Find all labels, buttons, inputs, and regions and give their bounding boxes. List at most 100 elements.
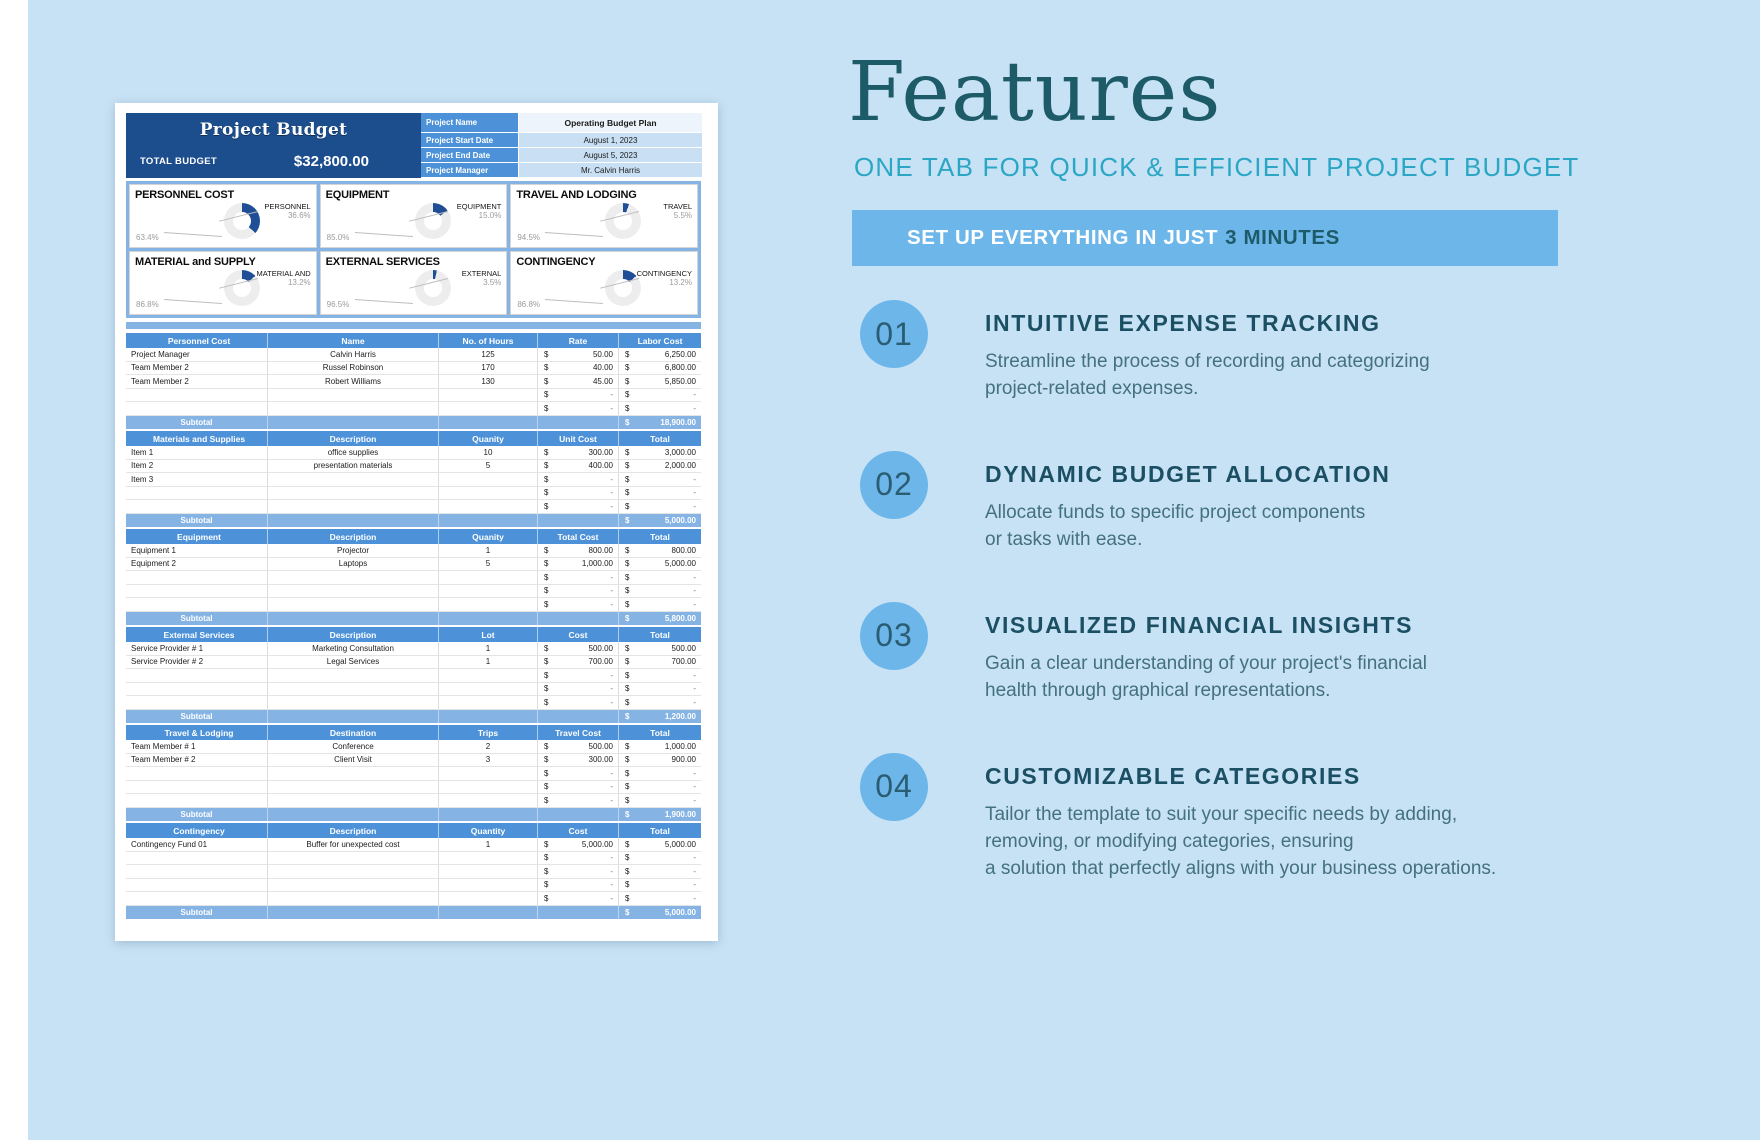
subtotal-amount-cell: $5,000.00 xyxy=(619,514,701,528)
table-cell xyxy=(126,767,268,780)
cell-amount: - xyxy=(610,866,613,876)
cell-amount: - xyxy=(610,599,613,609)
feature-text: DYNAMIC BUDGET ALLOCATION Allocate funds … xyxy=(985,451,1390,554)
currency-sign: $ xyxy=(544,853,549,863)
table-cell xyxy=(268,878,439,891)
table-cell: $50.00 xyxy=(538,348,619,361)
chart-series-label: PERSONNEL 36.6% xyxy=(264,202,310,221)
table-cell: $ - xyxy=(619,696,701,709)
series-name: TRAVEL xyxy=(663,202,692,211)
table-cell: $ - xyxy=(619,473,701,486)
cell-amount: - xyxy=(693,599,696,609)
subtotal-cell xyxy=(439,415,538,429)
table-row: $ - $ - xyxy=(126,584,701,598)
column-header: Description xyxy=(268,431,439,446)
subtotal-row: Subtotal $1,900.00 xyxy=(126,807,701,821)
features-list: 01 INTUITIVE EXPENSE TRACKING Streamline t… xyxy=(860,300,1728,883)
table-cell: $2,000.00 xyxy=(619,460,701,473)
table-row: Item 3 $ - $ - xyxy=(126,473,701,487)
table-cell: $ - xyxy=(538,865,619,878)
subtotal-cell xyxy=(268,709,439,723)
subtotal-label: Subtotal xyxy=(126,513,268,527)
table-cell: $ - xyxy=(538,571,619,584)
donut-chart xyxy=(414,270,451,306)
cell-amount: - xyxy=(610,403,613,413)
currency-sign: $ xyxy=(625,670,630,680)
currency-sign: $ xyxy=(544,586,549,596)
subtotal-label: Subtotal xyxy=(126,905,268,919)
series-percent: 15.0% xyxy=(478,211,502,220)
table-row: Item 2 presentation materials 5 $400.00 $2,0… xyxy=(126,459,701,473)
feature-item: 01 INTUITIVE EXPENSE TRACKING Streamline t… xyxy=(860,300,1728,403)
currency-sign: $ xyxy=(544,643,549,653)
cell-amount: - xyxy=(610,501,613,511)
remainder-percent: 86.8% xyxy=(517,300,541,309)
table-cell xyxy=(126,780,268,793)
feature-heading: VISUALIZED FINANCIAL INSIGHTS xyxy=(985,611,1414,638)
subtotal-cell xyxy=(538,905,619,919)
table-row: $ - $ - xyxy=(126,865,701,879)
table-cell: Item 3 xyxy=(126,473,268,486)
cell-amount: 400.00 xyxy=(588,461,613,471)
column-header: Quanity xyxy=(439,431,538,446)
table-cell: $ - xyxy=(619,500,701,513)
table-cell: $ - xyxy=(538,780,619,793)
table-cell xyxy=(439,892,538,905)
subtotal-amount: 5,800.00 xyxy=(664,613,696,623)
cell-amount: 500.00 xyxy=(588,643,613,653)
currency-sign: $ xyxy=(544,782,549,792)
currency-sign: $ xyxy=(625,447,630,457)
table-cell xyxy=(126,669,268,682)
currency-sign: $ xyxy=(544,559,549,569)
currency-sign: $ xyxy=(544,501,549,511)
leader-line xyxy=(545,232,604,238)
cell-amount: 6,800.00 xyxy=(664,363,696,373)
table-cell: 1 xyxy=(439,838,538,851)
section-materials-and-supplies: Materials and Supplies Description Quanity… xyxy=(126,431,701,527)
table-row: $ - $ - xyxy=(126,402,701,416)
currency-sign: $ xyxy=(625,657,630,667)
series-percent: 3.5% xyxy=(483,278,502,287)
currency-sign: $ xyxy=(625,488,630,498)
table-row: Item 1 office supplies 10 $300.00 $3,000.00 xyxy=(126,446,701,460)
meta-row: Project Name Operating Budget Plan xyxy=(421,113,702,132)
table-cell: $45.00 xyxy=(538,375,619,388)
table-cell: Service Provider # 1 xyxy=(126,642,268,655)
table-cell: $ - xyxy=(538,851,619,864)
table-cell: $ - xyxy=(538,696,619,709)
series-name: CONTINGENCY xyxy=(636,269,692,278)
column-header: Trips xyxy=(439,725,538,740)
table-cell xyxy=(126,584,268,597)
meta-label: Project Start Date xyxy=(421,133,518,147)
table-cell: $ - xyxy=(619,781,701,794)
table-row: $ - $ - xyxy=(126,794,701,808)
cell-amount: - xyxy=(610,697,613,707)
column-header: Equipment xyxy=(126,529,268,544)
currency-sign: $ xyxy=(625,501,630,511)
currency-sign: $ xyxy=(625,613,630,623)
column-header: Contingency xyxy=(126,823,268,838)
meta-row: Project Manager Mr. Calvin Harris xyxy=(421,163,702,177)
column-header: Unit Cost xyxy=(538,431,619,446)
donut-chart xyxy=(605,203,642,239)
table-row: $ - $ - xyxy=(126,598,701,612)
currency-sign: $ xyxy=(625,866,630,876)
chart-title: EQUIPMENT xyxy=(325,189,390,201)
table-cell: 170 xyxy=(439,361,538,374)
donut-chart xyxy=(224,203,260,239)
table-cell: Laptops xyxy=(268,557,439,570)
table-cell: 1 xyxy=(439,642,538,655)
table-row: $ - $ - xyxy=(126,486,701,500)
series-percent: 36.6% xyxy=(287,211,311,220)
feature-description: Gain a clear understanding of your proje… xyxy=(985,652,1427,701)
table-row: Service Provider # 2 Legal Services 1 $700.… xyxy=(126,655,701,669)
table-cell: $ - xyxy=(538,682,619,695)
table-cell: Russel Robinson xyxy=(268,361,439,374)
subtotal-cell xyxy=(268,807,439,821)
series-percent: 5.5% xyxy=(673,211,692,220)
donut-chart xyxy=(605,270,642,306)
table-cell: Team Member # 2 xyxy=(126,753,268,766)
subtotal-label: Subtotal xyxy=(126,709,268,723)
cell-amount: - xyxy=(693,586,696,596)
table-cell xyxy=(439,682,538,695)
